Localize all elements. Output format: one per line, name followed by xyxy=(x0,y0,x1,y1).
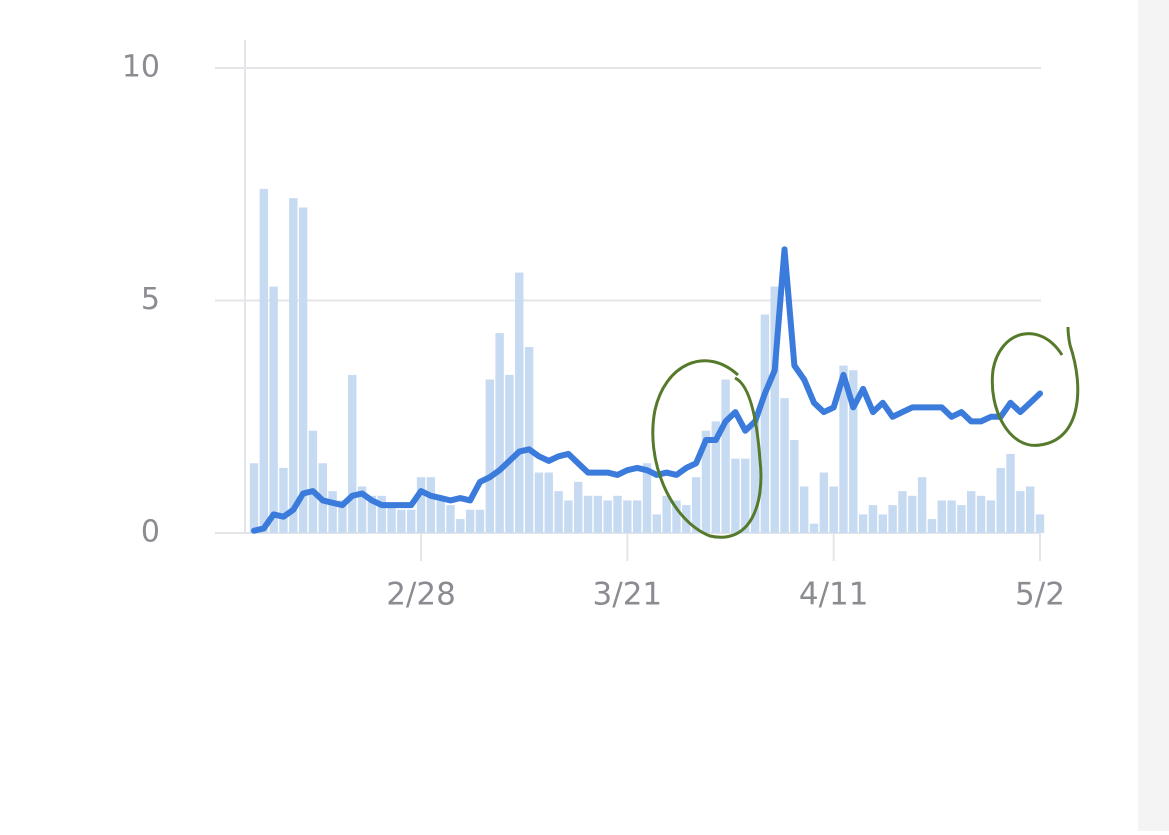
bar xyxy=(721,379,730,533)
bar xyxy=(446,505,455,533)
bar xyxy=(1016,491,1025,533)
bar xyxy=(858,514,868,533)
bar xyxy=(770,286,779,533)
bar xyxy=(475,509,485,533)
bar xyxy=(485,379,494,533)
bar xyxy=(583,495,593,533)
bar xyxy=(544,472,553,533)
bar xyxy=(524,347,534,533)
bar xyxy=(662,495,671,533)
bar xyxy=(849,370,858,533)
bar xyxy=(701,430,711,533)
lines xyxy=(251,246,1043,534)
x-tick-label: 4/11 xyxy=(799,577,869,613)
bar xyxy=(888,505,897,533)
bar xyxy=(642,463,652,533)
annotation-circle xyxy=(651,359,763,539)
labels: 0 5 10 2/28 3/21 4/11 5/2 xyxy=(122,50,1065,613)
bar xyxy=(249,463,259,533)
x-tick-label: 2/28 xyxy=(386,577,456,613)
bar xyxy=(1025,486,1035,533)
bar xyxy=(495,333,504,533)
bar xyxy=(760,314,770,533)
bar xyxy=(908,495,917,533)
bar xyxy=(1035,514,1045,533)
bar xyxy=(829,486,838,533)
bar xyxy=(967,491,976,533)
bar xyxy=(416,477,426,533)
bar xyxy=(564,500,573,533)
bar xyxy=(407,509,416,533)
bar xyxy=(917,477,927,533)
bar xyxy=(289,198,298,533)
bar xyxy=(387,505,396,533)
bar xyxy=(377,495,386,533)
grid xyxy=(215,67,1041,561)
bar xyxy=(731,458,740,533)
bar xyxy=(397,509,406,533)
bar xyxy=(456,519,465,533)
bar xyxy=(338,500,347,533)
bar xyxy=(878,514,887,533)
bar xyxy=(367,495,377,533)
bar xyxy=(593,495,603,533)
bar xyxy=(505,374,514,533)
bar xyxy=(269,286,278,533)
x-tick-label: 3/21 xyxy=(593,577,663,613)
bar xyxy=(996,467,1005,533)
annotation-circle xyxy=(990,326,1080,447)
bars xyxy=(249,188,1045,533)
y-tick-label: 0 xyxy=(141,515,160,550)
line xyxy=(251,246,1043,534)
bar xyxy=(632,500,642,533)
bar xyxy=(259,188,269,533)
bar xyxy=(603,500,612,533)
bar xyxy=(426,477,436,533)
bar xyxy=(554,491,563,533)
bar xyxy=(308,430,318,533)
bar xyxy=(348,374,357,533)
bar xyxy=(357,486,367,533)
bar xyxy=(328,491,337,533)
bar xyxy=(465,509,475,533)
bar xyxy=(711,421,720,533)
bar xyxy=(819,472,829,533)
bar xyxy=(780,398,789,533)
bar xyxy=(898,491,907,533)
page-edge xyxy=(1138,0,1169,831)
bar xyxy=(436,500,445,533)
bar xyxy=(976,495,986,533)
bar xyxy=(750,421,760,533)
y-tick-label: 5 xyxy=(141,282,160,317)
bar xyxy=(800,486,809,533)
bar xyxy=(741,458,750,533)
bar xyxy=(809,523,819,533)
x-tick-label: 5/2 xyxy=(1015,577,1065,613)
bar xyxy=(927,519,937,533)
bar xyxy=(691,477,701,533)
bar xyxy=(623,500,632,533)
bar xyxy=(534,472,544,533)
bar xyxy=(957,505,966,533)
y-tick-label: 10 xyxy=(122,50,160,85)
bar xyxy=(298,207,308,533)
bar xyxy=(839,365,848,533)
bar xyxy=(986,500,996,533)
bar xyxy=(937,500,946,533)
bar xyxy=(613,495,622,533)
bar xyxy=(790,440,799,533)
bar xyxy=(868,505,878,533)
bar xyxy=(515,272,524,533)
bar xyxy=(652,514,662,533)
bar xyxy=(279,467,288,533)
bar xyxy=(574,481,583,533)
bar xyxy=(1006,453,1015,533)
bar xyxy=(672,500,681,533)
bar xyxy=(947,500,956,533)
